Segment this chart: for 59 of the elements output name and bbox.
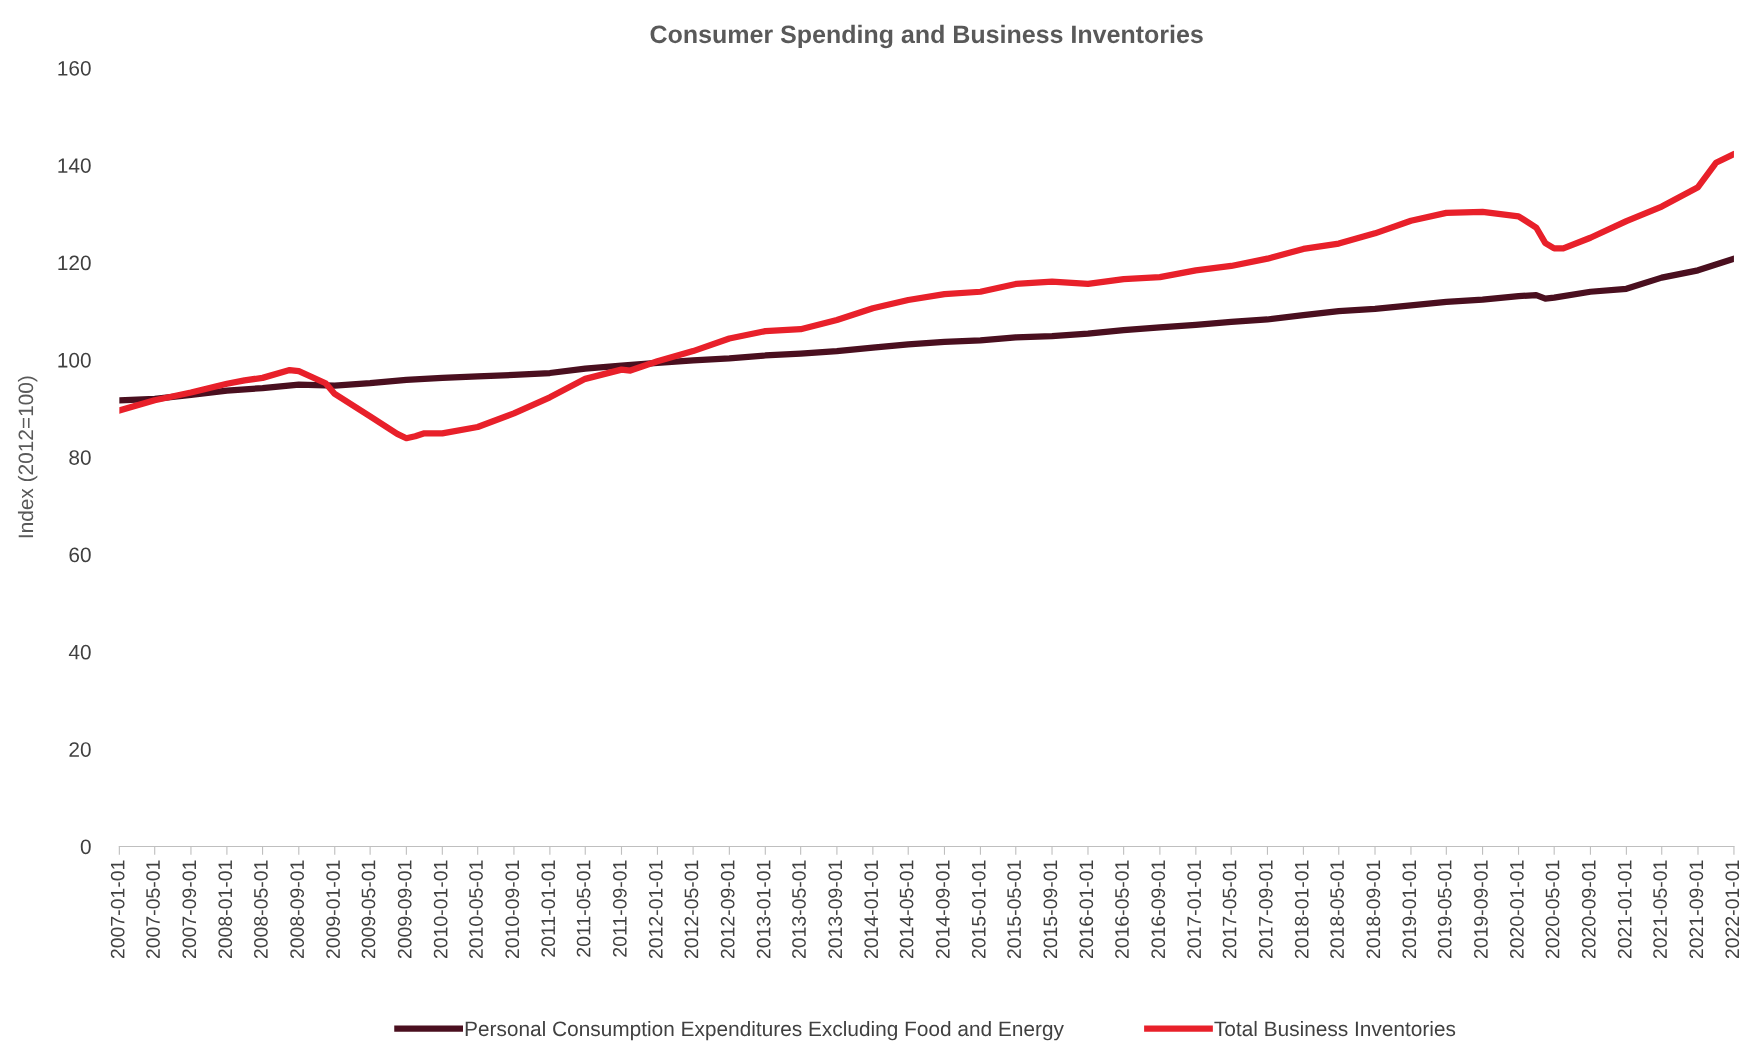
x-tick-label: 2021-09-01 — [1689, 860, 1704, 959]
x-tick-label: 2007-09-01 — [182, 860, 197, 959]
x-tick-label: 2016-05-01 — [1115, 860, 1129, 959]
x-tick-label: 2011-01-01 — [541, 860, 556, 957]
x-tick-label: 2019-05-01 — [1437, 860, 1452, 959]
x-tick-label: 2009-01-01 — [326, 860, 340, 959]
x-tick-label: 2017-01-01 — [1187, 860, 1202, 959]
x-tick-label: 2014-05-01 — [899, 860, 914, 959]
y-tick-label: 20 — [69, 742, 91, 757]
x-tick-label: 2018-01-01 — [1294, 860, 1309, 959]
x-tick-label: 2008-09-01 — [290, 860, 305, 959]
x-tick-label: 2010-05-01 — [469, 860, 483, 959]
x-tick-label: 2012-01-01 — [648, 860, 663, 959]
y-tick-label: 0 — [80, 839, 91, 855]
x-tick-label: 2009-09-01 — [397, 860, 412, 959]
x-tick-label: 2015-05-01 — [1007, 860, 1021, 959]
x-tick-label: 2015-09-01 — [1043, 860, 1058, 959]
x-tick-label: 2009-05-01 — [361, 860, 376, 959]
y-tick-label: 80 — [69, 450, 91, 465]
x-tick-label: 2011-05-01 — [576, 860, 591, 957]
x-tick-label: 2019-09-01 — [1474, 860, 1488, 959]
y-axis-title: Index (2012=100) — [17, 376, 38, 538]
legend-label: Total Business Inventories — [1214, 1020, 1456, 1037]
y-tick-label: 120 — [58, 255, 91, 271]
x-tick-label: 2018-09-01 — [1366, 860, 1381, 959]
x-tick-label: 2021-05-01 — [1653, 860, 1667, 959]
x-tick-label: 2013-05-01 — [792, 860, 806, 959]
x-tick-label: 2013-09-01 — [828, 860, 843, 959]
y-tick-label: 60 — [69, 547, 91, 563]
x-tick-label: 2007-01-01 — [110, 860, 125, 959]
x-tick-label: 2015-01-01 — [971, 860, 986, 959]
x-tick-label: 2016-09-01 — [1151, 860, 1166, 959]
y-tick-label: 160 — [58, 60, 91, 76]
x-tick-label: 2022-01-01 — [1725, 860, 1740, 959]
x-tick-label: 2019-01-01 — [1402, 860, 1417, 959]
chart-title: Consumer Spending and Business Inventories — [650, 24, 1203, 49]
x-tick-label: 2013-01-01 — [756, 860, 771, 959]
x-tick-label: 2016-01-01 — [1079, 860, 1094, 959]
x-tick-label: 2020-05-01 — [1545, 860, 1560, 959]
legend-label: Personal Consumption Expenditures Excluding Food and Energy — [465, 1020, 1064, 1041]
x-tick-label: 2021-01-01 — [1617, 860, 1632, 959]
x-tick-label: 2012-05-01 — [684, 860, 699, 959]
y-tick-label: 100 — [58, 352, 91, 368]
x-tick-label: 2011-09-01 — [612, 860, 627, 957]
x-tick-label: 2008-05-01 — [254, 860, 268, 959]
x-tick-label: 2017-05-01 — [1222, 860, 1237, 959]
x-tick-label: 2017-09-01 — [1258, 860, 1273, 959]
x-tick-label: 2014-09-01 — [935, 860, 950, 959]
x-tick-label: 2010-09-01 — [505, 860, 520, 959]
x-tick-label: 2010-01-01 — [433, 860, 448, 959]
x-tick-label: 2008-01-01 — [218, 860, 233, 959]
x-tick-label: 2012-09-01 — [720, 860, 735, 959]
x-tick-label: 2007-05-01 — [146, 860, 160, 959]
x-tick-label: 2014-01-01 — [864, 860, 879, 959]
x-tick-label: 2018-05-01 — [1330, 860, 1344, 959]
y-tick-label: 140 — [58, 158, 91, 173]
x-tick-label: 2020-01-01 — [1509, 860, 1524, 959]
x-tick-label: 2020-09-01 — [1581, 860, 1596, 959]
y-tick-label: 40 — [68, 644, 91, 660]
